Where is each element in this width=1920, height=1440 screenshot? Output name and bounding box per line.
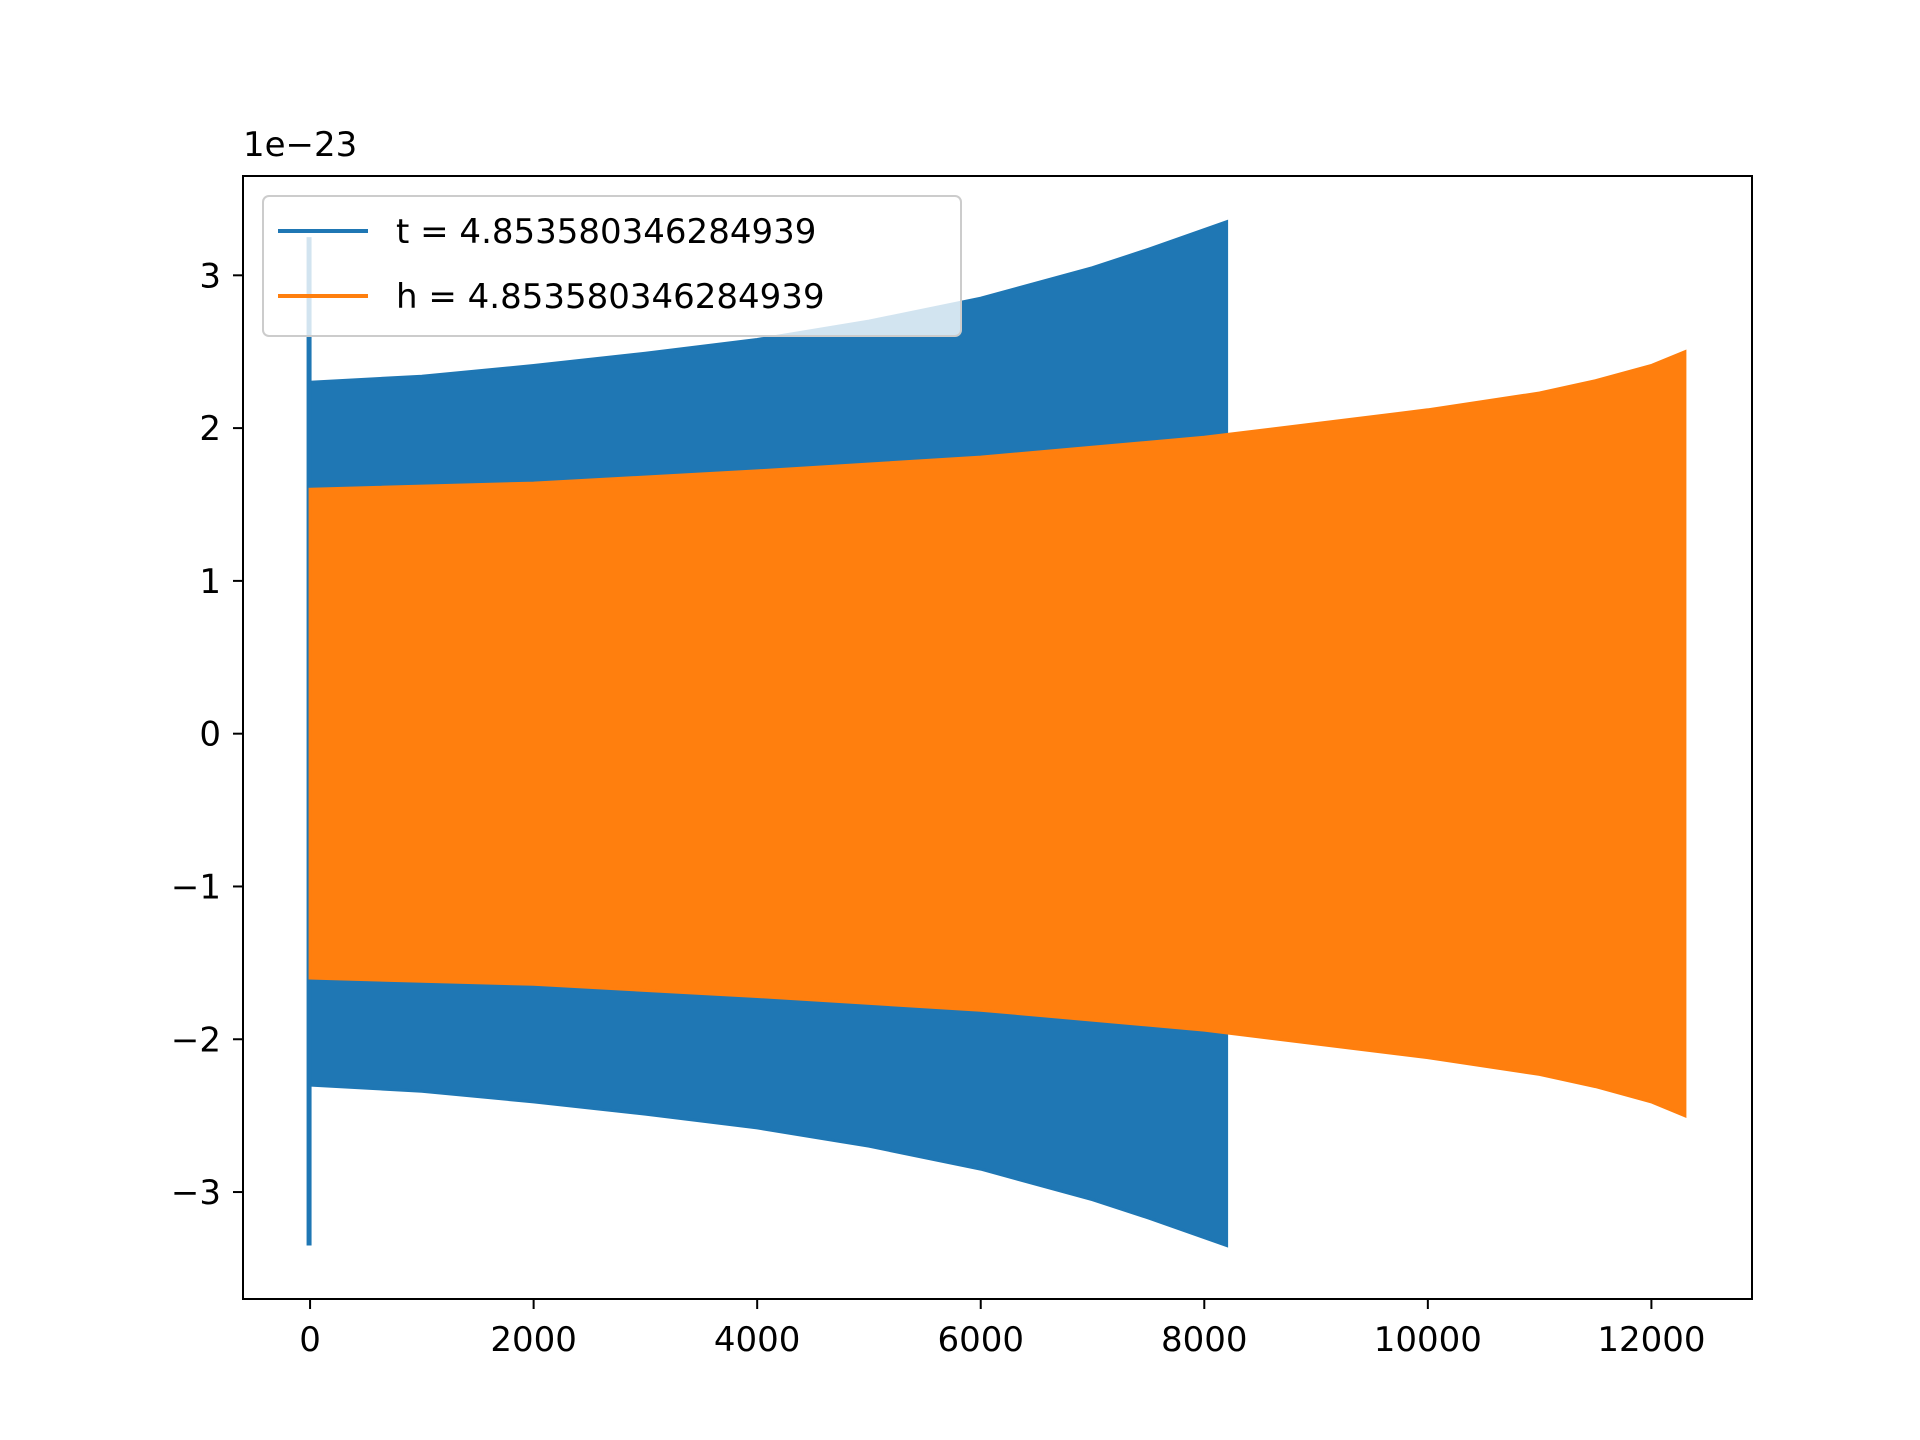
- x-axis: 0 2000 4000 6000 8000 10000 12000: [299, 1299, 1705, 1360]
- y-tick-label: 0: [199, 715, 221, 755]
- x-tick-label: 12000: [1597, 1320, 1705, 1360]
- series-h-signal: [308, 349, 1687, 1118]
- y-tick-label: −2: [171, 1020, 221, 1060]
- plot-area: [306, 219, 1687, 1248]
- y-offset-label: 1e−23: [243, 125, 357, 165]
- legend-box: [262, 195, 962, 337]
- axes-frame: [242, 175, 1753, 1300]
- y-tick-label: 3: [199, 256, 221, 296]
- y-tick-label: 2: [199, 409, 221, 449]
- x-tick-label: 4000: [714, 1320, 801, 1360]
- y-tick-label: −3: [171, 1173, 221, 1213]
- x-tick-label: 6000: [937, 1320, 1024, 1360]
- legend-label-t: t = 4.853580346284939: [396, 212, 816, 252]
- legend: t = 4.853580346284939 h = 4.8535803462849…: [262, 195, 962, 337]
- x-tick-label: 0: [299, 1320, 321, 1360]
- legend-label-h: h = 4.853580346284939: [396, 277, 825, 317]
- y-tick-label: 1: [199, 562, 221, 602]
- x-tick-label: 8000: [1161, 1320, 1248, 1360]
- x-tick-label: 2000: [490, 1320, 577, 1360]
- y-axis: −3 −2 −1 0 1 2 3: [171, 256, 243, 1213]
- y-tick-label: −1: [171, 867, 221, 907]
- x-tick-label: 10000: [1374, 1320, 1482, 1360]
